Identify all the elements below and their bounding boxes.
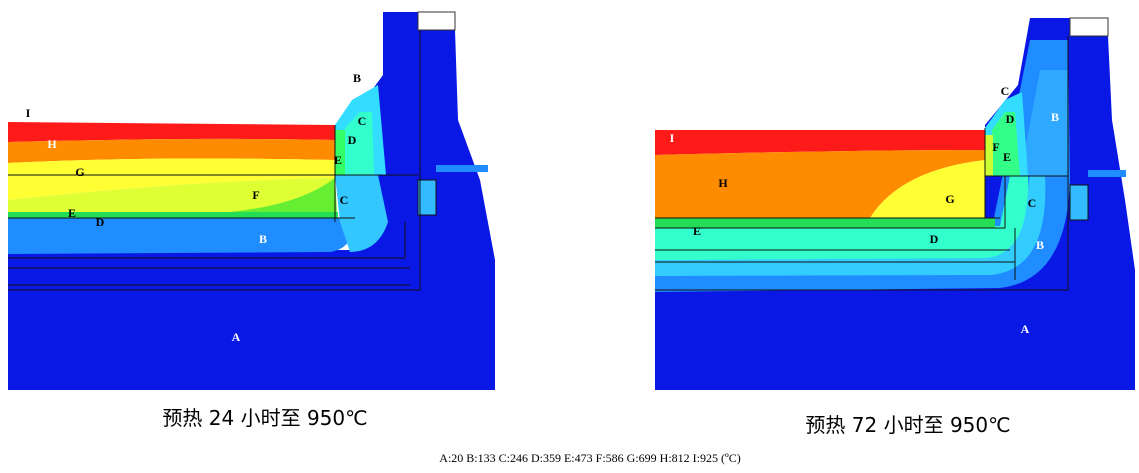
legend-unit: (ºC) bbox=[721, 451, 741, 465]
legend-item: D:359 bbox=[531, 451, 561, 465]
region-label: D bbox=[1006, 112, 1015, 126]
region-label: C bbox=[340, 193, 349, 207]
legend-item: G:699 bbox=[627, 451, 657, 465]
region-label: E bbox=[334, 153, 342, 167]
region-label: B bbox=[1036, 238, 1044, 252]
region-label: C bbox=[1001, 84, 1010, 98]
region-label: A bbox=[1021, 322, 1030, 336]
caption: 预热 24 小时至 950℃ bbox=[162, 406, 367, 430]
legend-item: E:473 bbox=[564, 451, 593, 465]
region-label: C bbox=[1028, 196, 1037, 210]
legend-item: F:586 bbox=[596, 451, 624, 465]
legend-item: H:812 bbox=[660, 451, 690, 465]
region-label: C bbox=[358, 114, 367, 128]
region-label: H bbox=[47, 137, 57, 151]
region-label: F bbox=[252, 188, 259, 202]
right-panel bbox=[655, 18, 1135, 390]
region-label: D bbox=[348, 133, 357, 147]
region-label: B bbox=[259, 232, 267, 246]
region-label: H bbox=[718, 176, 728, 190]
region-label: G bbox=[75, 165, 84, 179]
region-label: E bbox=[693, 224, 701, 238]
region-label: A bbox=[232, 330, 241, 344]
region-label: I bbox=[26, 106, 31, 120]
legend-item: C:246 bbox=[499, 451, 528, 465]
region-label: I bbox=[670, 131, 675, 145]
region-label: D bbox=[930, 232, 939, 246]
region-label: F bbox=[992, 140, 999, 154]
region-label: B bbox=[353, 71, 361, 85]
figure: IHGFEDCDECBBAIHGFEDCBCEDBA 预热 24 小时至 950… bbox=[0, 0, 1139, 473]
region-label: G bbox=[945, 192, 954, 206]
region-label: D bbox=[96, 215, 105, 229]
region-label: E bbox=[1003, 150, 1011, 164]
page: IHGFEDCDECBBAIHGFEDCBCEDBA 预热 24 小时至 950… bbox=[0, 0, 1139, 473]
legend-item: I:925 bbox=[693, 451, 718, 465]
legend-item: B:133 bbox=[466, 451, 495, 465]
caption: 预热 72 小时至 950℃ bbox=[805, 413, 1010, 437]
region-label: B bbox=[1051, 110, 1059, 124]
legend-item: A:20 bbox=[439, 451, 463, 465]
region-label: E bbox=[68, 206, 76, 220]
